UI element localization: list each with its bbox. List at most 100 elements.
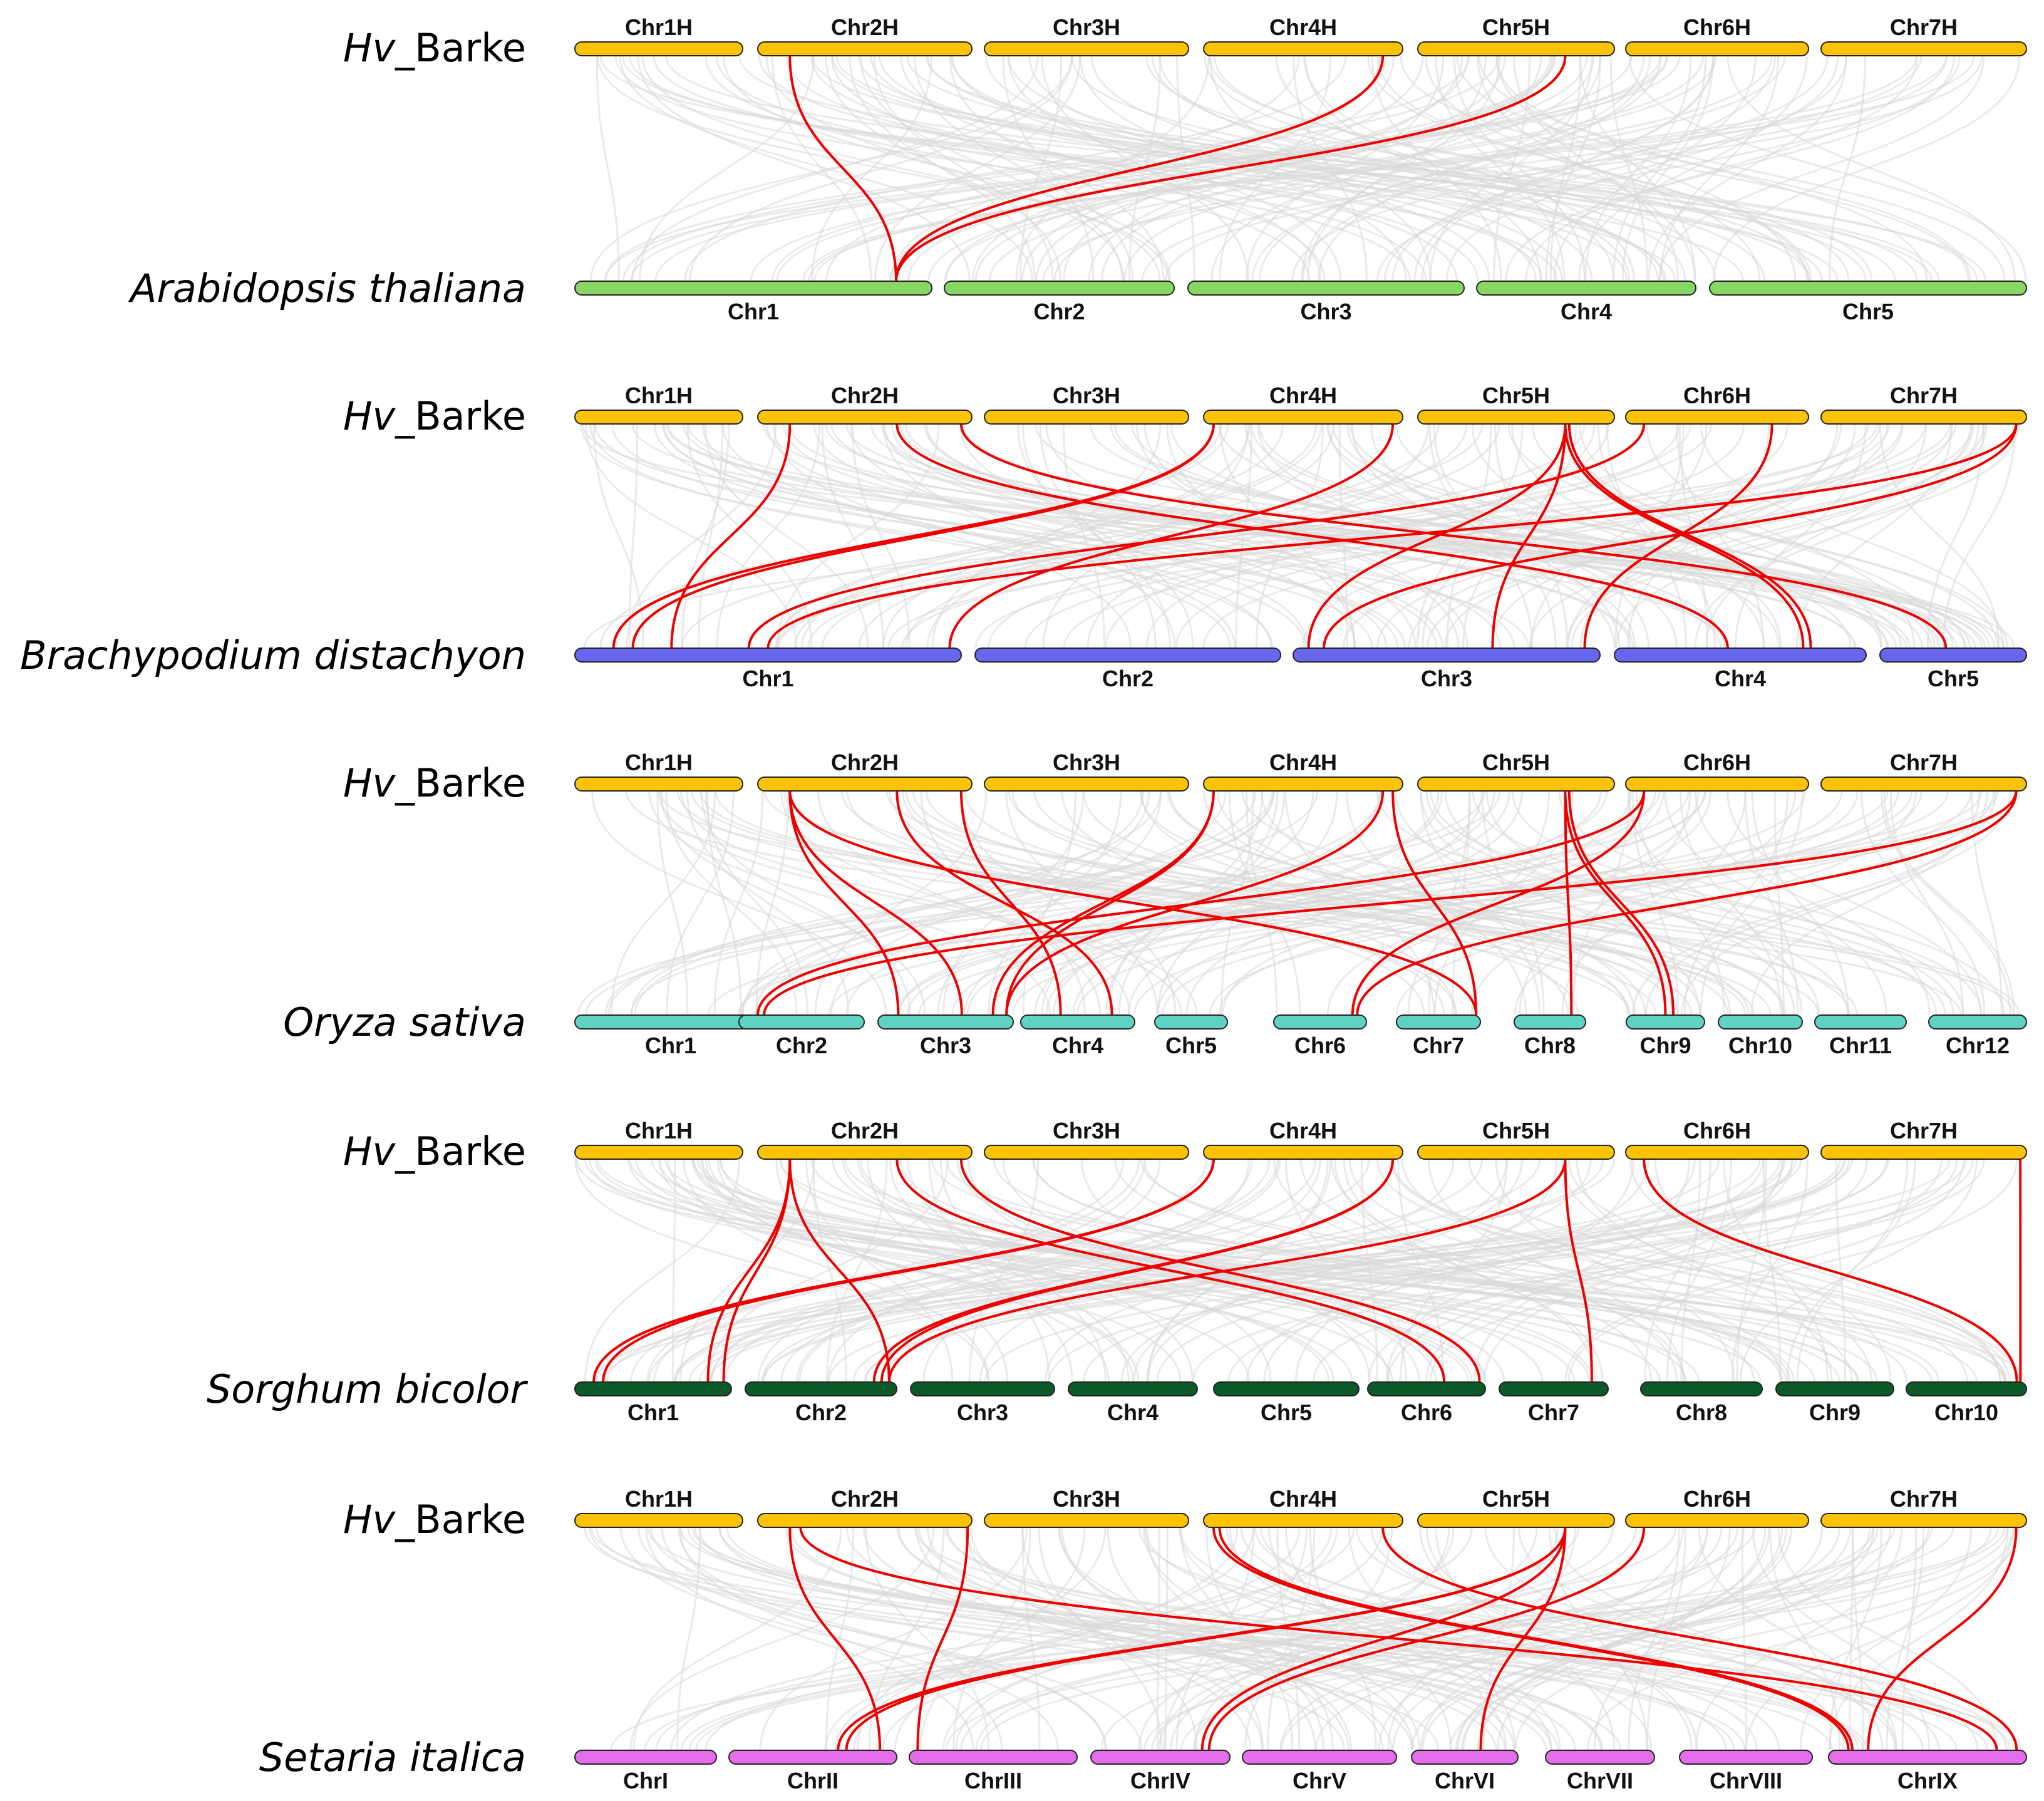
ref-chromosome-label: Chr3H [1053, 1486, 1120, 1512]
background-link [591, 1527, 1864, 1751]
background-link [1731, 1159, 1809, 1383]
background-link [845, 423, 1983, 649]
background-link [634, 790, 1257, 1016]
target-chromosome-bar [574, 1014, 767, 1030]
background-link [1235, 423, 1252, 649]
background-link [1829, 55, 1866, 282]
background-link [1167, 790, 1787, 1016]
ref-chromosome-label: Chr4H [1269, 750, 1337, 775]
background-link [1021, 423, 1171, 649]
background-link [1422, 423, 1577, 649]
target-chromosome-label: Chr9 [1639, 1033, 1691, 1058]
ref-chromosome-label: Chr7H [1890, 750, 1958, 775]
background-link [926, 1527, 1384, 1751]
background-link [1751, 790, 1849, 1016]
ref-chromosome-label: Chr4H [1269, 1118, 1337, 1143]
background-link [698, 423, 724, 649]
background-link [1698, 1527, 1897, 1751]
background-link [1425, 55, 1761, 282]
target-chromosome-label: Chr6 [1294, 1033, 1346, 1058]
background-link [906, 55, 1918, 282]
highlight-link [788, 790, 963, 1016]
target-chromosome-bar [745, 1381, 897, 1396]
target-chromosome-label: Chr2 [1033, 299, 1085, 324]
background-link [669, 1527, 1355, 1751]
background-link [1326, 423, 1852, 649]
background-link [1497, 1527, 1767, 1751]
background-link [964, 790, 1382, 1016]
background-link [1285, 1527, 1452, 1751]
highlight-link [895, 55, 1385, 282]
background-link [1495, 55, 1797, 282]
target-chromosome-label: Chr12 [1946, 1033, 2010, 1058]
background-link [610, 1527, 2000, 1751]
background-links [584, 1527, 2021, 1751]
background-link [1564, 1159, 1964, 1383]
ref-chromosome-label: Chr2H [831, 1118, 899, 1143]
ref-chromosome-label: Chr7H [1890, 1486, 1958, 1512]
highlight-link [1564, 423, 1805, 649]
target-chromosome-label: Chr5 [1842, 299, 1894, 324]
background-link [849, 55, 1036, 282]
target-chromosome-label: Chr1 [742, 666, 793, 691]
ref-chromosome-bar [757, 41, 973, 56]
background-link [1567, 1159, 2001, 1383]
highlight-link [896, 1159, 1446, 1383]
target-chromosome-label: Chr5 [1261, 1400, 1312, 1425]
highlight-link [845, 1527, 1567, 1751]
target-chromosome-bar [1828, 1750, 2027, 1765]
background-link [964, 790, 1631, 1016]
background-link [1680, 1159, 1701, 1383]
ref-chromosome-label: Chr3H [1053, 1118, 1120, 1143]
highlight-link [1564, 790, 1667, 1016]
background-links [590, 55, 2027, 282]
background-link [851, 423, 911, 649]
highlight-link [788, 55, 897, 282]
ref-chromosome-label: Chr1H [625, 14, 693, 40]
target-chromosome-bar [574, 281, 932, 296]
background-link [1213, 55, 1850, 282]
background-link [1614, 423, 1685, 649]
target-chromosome-label: Chr4 [1052, 1033, 1103, 1058]
background-link [658, 1159, 1576, 1383]
background-link [1396, 790, 1995, 1016]
ref-chromosome-label: Chr7H [1890, 1118, 1958, 1143]
background-link [1462, 1527, 1787, 1751]
target-chromosome-label: Chr10 [1934, 1400, 1998, 1425]
ref-chromosome-bar [1625, 41, 1809, 56]
target-chromosome-label: Chr3 [1421, 666, 1472, 691]
background-link [594, 1159, 1700, 1383]
ref-chromosome-bar [574, 1145, 743, 1160]
target-chromosome-bar [1709, 281, 2027, 296]
highlight-link [612, 423, 1215, 649]
background-link [879, 1159, 1850, 1383]
highlight-link [756, 790, 1646, 1016]
background-link [926, 423, 1634, 649]
highlight-link [896, 423, 1729, 649]
background-link [1828, 1527, 2009, 1751]
background-link [1615, 423, 1988, 649]
background-link [639, 55, 815, 282]
background-link [1348, 1527, 1516, 1751]
background-link [1495, 1159, 1735, 1383]
background-link [705, 55, 1311, 282]
target-chromosome-bar [1154, 1014, 1228, 1030]
background-link [1140, 1159, 2008, 1383]
background-link [629, 1527, 935, 1751]
background-link [604, 55, 1471, 282]
target-chromosome-label: Chr9 [1809, 1400, 1861, 1425]
background-link [1131, 423, 1889, 649]
background-link [597, 55, 1170, 282]
background-link [845, 1527, 1413, 1751]
background-link [1676, 423, 1765, 649]
target-chromosome-bar [1068, 1381, 1198, 1396]
highlight-link [1356, 790, 2018, 1016]
target-chromosome-label: Chr5 [1165, 1033, 1217, 1058]
ref-chromosome-label: Chr1H [625, 1486, 693, 1512]
background-link [738, 790, 1690, 1016]
background-link [650, 1527, 1346, 1751]
background-link [1723, 1159, 1829, 1383]
background-link [1041, 790, 1314, 1016]
background-link [759, 1527, 1028, 1751]
target-species-name: Arabidopsis thaliana [128, 266, 526, 311]
